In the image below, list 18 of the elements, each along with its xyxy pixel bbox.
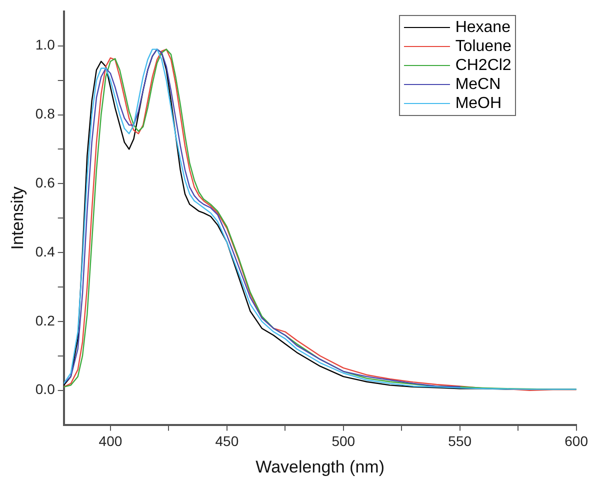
y-tick-label: 0.6: [35, 174, 56, 191]
x-tick-label: 450: [215, 433, 239, 450]
y-tick-label: 0.4: [35, 243, 56, 260]
y-tick-label: 0.0: [35, 381, 56, 398]
legend-label: MeOH: [455, 94, 502, 114]
y-axis-title: Intensity: [8, 186, 27, 250]
y-tick-label: 0.8: [35, 106, 56, 122]
x-tick-label: 600: [564, 433, 588, 450]
x-axis-title: Wavelength (nm): [256, 457, 384, 476]
y-tick-label: 0.2: [35, 312, 56, 328]
legend-label: Toluene: [455, 37, 512, 56]
legend-label: Hexane: [455, 18, 510, 38]
y-tick-label: 1.0: [35, 36, 56, 53]
legend-label: CH2Cl2: [455, 56, 512, 76]
x-tick-label: 500: [332, 433, 356, 450]
x-tick-label: 400: [98, 433, 122, 450]
legend-label: MeCN: [455, 75, 501, 94]
x-tick-label: 550: [448, 433, 472, 450]
